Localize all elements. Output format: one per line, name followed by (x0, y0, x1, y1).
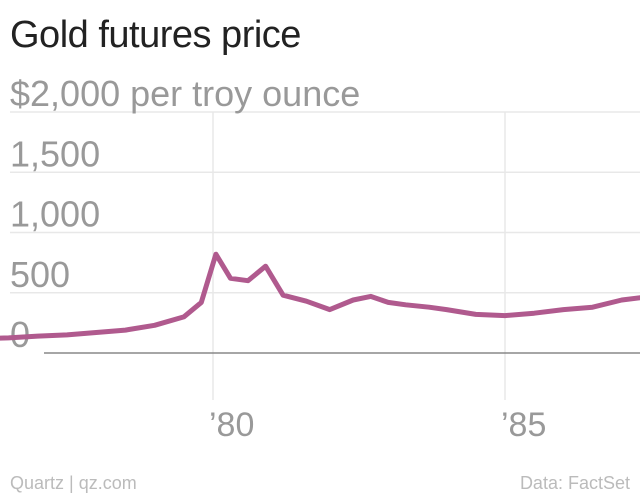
y-tick-label: 0 (10, 314, 30, 355)
y-tick-label: $2,000 per troy ounce (10, 73, 360, 114)
y-tick-label: 1,000 (10, 194, 100, 235)
chart-title: Gold futures price (10, 14, 301, 56)
y-tick-label: 500 (10, 254, 70, 295)
credit-text: Quartz | qz.com (10, 473, 137, 493)
y-tick-label: 1,500 (10, 133, 100, 174)
source-text: Data: FactSet (519, 473, 630, 493)
x-tick-label: ’85 (501, 406, 546, 444)
series-line-gold-price (0, 251, 640, 341)
x-tick-label: ’80 (209, 406, 254, 444)
